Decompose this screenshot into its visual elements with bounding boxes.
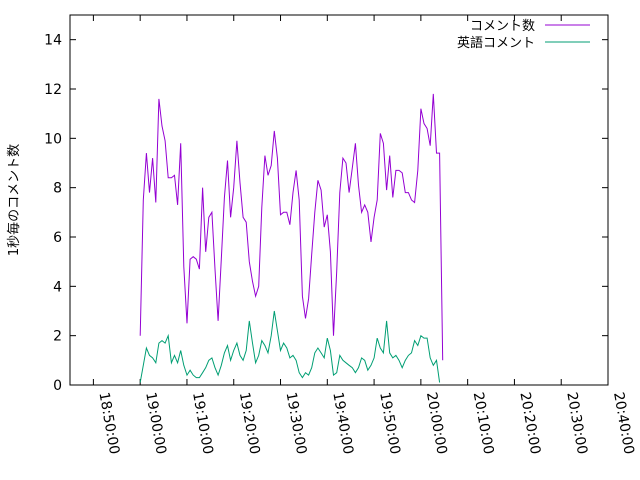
x-tick-label: 20:40:00 bbox=[610, 391, 637, 456]
y-tick-label: 2 bbox=[53, 329, 62, 345]
series-line-1 bbox=[139, 93, 444, 361]
x-tick-label: 18:50:00 bbox=[95, 391, 122, 456]
x-tick-label: 19:50:00 bbox=[376, 391, 403, 456]
y-tick-label: 6 bbox=[53, 230, 62, 246]
y-tick-label: 0 bbox=[53, 378, 62, 394]
x-tick-label: 20:10:00 bbox=[470, 391, 497, 456]
y-axis-title: 1秒毎のコメント数 bbox=[6, 144, 22, 256]
x-tick-label: 19:10:00 bbox=[189, 391, 216, 456]
x-tick-label: 19:20:00 bbox=[236, 391, 263, 456]
x-tick-label: 20:20:00 bbox=[516, 391, 543, 456]
y-tick-label: 4 bbox=[53, 279, 62, 295]
y-axis: 0 2 4 6 8 10 12 14 bbox=[44, 33, 608, 394]
x-tick-label: 19:30:00 bbox=[283, 391, 310, 456]
x-tick-label: 19:00:00 bbox=[142, 391, 169, 456]
y-tick-label: 12 bbox=[44, 82, 62, 98]
series-lines bbox=[139, 93, 444, 383]
x-tick-label: 20:30:00 bbox=[563, 391, 590, 456]
y-tick-label: 14 bbox=[44, 33, 62, 49]
x-tick-label: 20:00:00 bbox=[423, 391, 450, 456]
plot-area bbox=[69, 14, 609, 386]
series-line-2 bbox=[139, 310, 441, 383]
legend-label-1: コメント数 bbox=[470, 19, 535, 34]
legend-label-2: 英語コメント bbox=[457, 35, 535, 51]
x-axis: 18:50:00 19:00:00 19:10:00 19:20:00 19:30:00… bbox=[92, 15, 637, 456]
y-tick-label: 10 bbox=[44, 131, 62, 147]
plot-border bbox=[69, 14, 609, 386]
y-tick-label: 8 bbox=[53, 181, 62, 197]
x-tick-label: 19:40:00 bbox=[329, 391, 356, 456]
